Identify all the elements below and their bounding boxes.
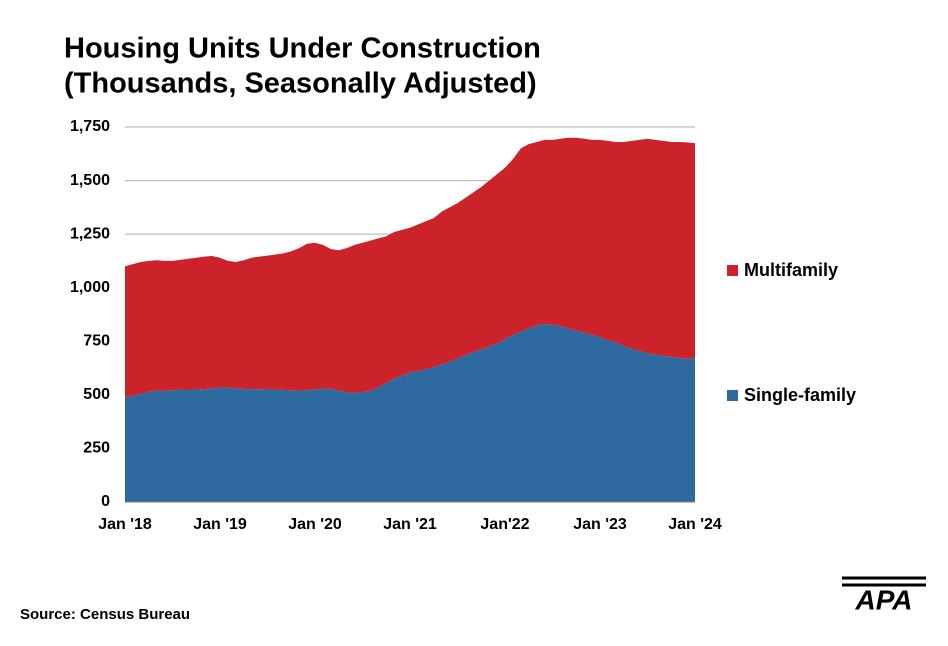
y-tick-label: 750 — [83, 333, 110, 350]
chart-title: Housing Units Under Construction — [64, 33, 541, 65]
x-tick-label: Jan '20 — [288, 516, 342, 533]
y-tick-label: 0 — [101, 493, 110, 510]
x-tick-label: Jan '21 — [383, 516, 437, 533]
legend-swatch — [727, 390, 738, 401]
y-tick-label: 500 — [83, 386, 110, 403]
x-tick-label: Jan '19 — [193, 516, 247, 533]
logo: APA — [842, 576, 926, 615]
x-tick-label: Jan '24 — [668, 516, 722, 533]
x-tick-label: Jan '23 — [573, 516, 627, 533]
logo-text: APA — [854, 584, 912, 615]
x-tick-label: Jan '18 — [98, 516, 152, 533]
x-tick-label: Jan'22 — [480, 516, 529, 533]
chart-subtitle: (Thousands, Seasonally Adjusted) — [64, 68, 537, 100]
y-tick-label: 250 — [83, 440, 110, 457]
legend-label: Multifamily — [744, 260, 838, 280]
y-tick-label: 1,250 — [70, 225, 110, 242]
legend-swatch — [727, 265, 738, 276]
y-tick-label: 1,750 — [70, 118, 110, 135]
y-tick-label: 1,000 — [70, 279, 110, 296]
y-tick-label: 1,500 — [70, 172, 110, 189]
legend-label: Single-family — [744, 385, 856, 405]
area — [125, 137, 695, 397]
area — [125, 324, 695, 502]
source: Source: Census Bureau — [20, 606, 190, 623]
